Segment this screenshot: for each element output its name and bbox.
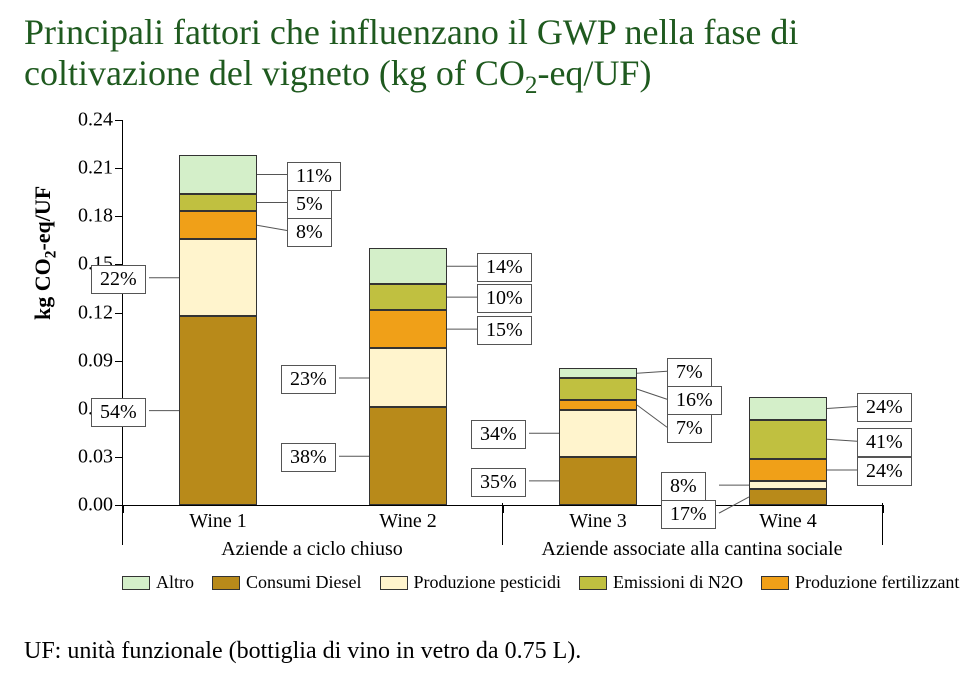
bar-segment-pesticidi	[559, 410, 637, 457]
callout-label: 35%	[471, 468, 526, 497]
bar-segment-diesel	[749, 489, 827, 505]
legend-swatch	[579, 576, 607, 590]
footnote: UF: unità funzionale (bottiglia di vino …	[24, 638, 581, 665]
callout-label: 11%	[287, 162, 341, 191]
callout-label: 41%	[857, 428, 912, 457]
callout-label: 16%	[667, 386, 722, 415]
plot-area: 0.000.030.060.090.120.150.180.210.24Wine…	[122, 120, 883, 506]
callout-label: 24%	[857, 393, 912, 422]
x-category-label: Wine 2	[379, 510, 437, 533]
y-tick-label: 0.03	[73, 445, 113, 468]
callout-label: 34%	[471, 420, 526, 449]
bar-segment-fertilizzanti	[179, 211, 257, 239]
bar-segment-fertilizzanti	[749, 459, 827, 482]
callout-label: 54%	[91, 398, 146, 427]
bar-segment-pesticidi	[369, 348, 447, 407]
callout-label: 5%	[287, 190, 332, 219]
callout-label: 8%	[287, 218, 332, 247]
bar-segment-n2o	[179, 194, 257, 211]
bar	[749, 410, 827, 505]
bar-segment-altro	[559, 368, 637, 378]
bar-segment-altro	[749, 397, 827, 420]
bar-segment-diesel	[369, 407, 447, 505]
y-tick-label: 0.18	[73, 205, 113, 228]
bar-segment-diesel	[559, 457, 637, 505]
chart: kg CO2-eq/UF 0.000.030.060.090.120.150.1…	[60, 120, 890, 600]
bar-segment-pesticidi	[179, 239, 257, 316]
group-label: Aziende a ciclo chiuso	[221, 538, 403, 561]
bar-segment-fertilizzanti	[369, 310, 447, 349]
bar-segment-n2o	[559, 378, 637, 400]
callout-label: 17%	[661, 500, 716, 529]
legend-label: Consumi Diesel	[246, 572, 362, 593]
callout-label: 15%	[477, 316, 532, 345]
bar	[179, 155, 257, 505]
slide: Principali fattori che influenzano il GW…	[0, 0, 960, 687]
legend-label: Produzione pesticidi	[414, 572, 561, 593]
y-axis-label: kg CO2-eq/UF	[30, 186, 60, 320]
callout-label: 22%	[91, 265, 146, 294]
callout-label: 7%	[667, 414, 712, 443]
legend-item: Emissioni di N2O	[579, 572, 743, 593]
bar-segment-n2o	[749, 420, 827, 459]
slide-title: Principali fattori che influenzano il GW…	[24, 12, 936, 102]
bar	[559, 367, 637, 505]
x-category-label: Wine 1	[189, 510, 247, 533]
legend-label: Produzione fertilizzanti	[795, 572, 960, 593]
bar-segment-altro	[369, 248, 447, 284]
group-row: Aziende a ciclo chiuso Aziende associate …	[122, 538, 882, 566]
callout-label: 23%	[281, 365, 336, 394]
legend-label: Emissioni di N2O	[613, 572, 743, 593]
legend-item: Consumi Diesel	[212, 572, 362, 593]
legend: Altro Consumi Diesel Produzione pesticidi E…	[122, 572, 882, 593]
group-label: Aziende associate alla cantina sociale	[542, 538, 843, 561]
legend-swatch	[380, 576, 408, 590]
y-tick-label: 0.00	[73, 494, 113, 517]
bar	[369, 248, 447, 505]
bar-segment-diesel	[179, 316, 257, 505]
legend-swatch	[212, 576, 240, 590]
legend-item: Produzione fertilizzanti	[761, 572, 960, 593]
callout-label: 10%	[477, 284, 532, 313]
y-tick-label: 0.24	[73, 109, 113, 132]
bar-segment-altro	[179, 155, 257, 193]
legend-item: Altro	[122, 572, 194, 593]
x-category-label: Wine 4	[759, 510, 817, 533]
bar-segment-n2o	[369, 284, 447, 310]
legend-label: Altro	[156, 572, 194, 593]
legend-swatch	[761, 576, 789, 590]
callout-label: 14%	[477, 253, 532, 282]
bar-segment-pesticidi	[749, 481, 827, 489]
legend-swatch	[122, 576, 150, 590]
callout-label: 7%	[667, 358, 712, 387]
legend-item: Produzione pesticidi	[380, 572, 561, 593]
x-category-label: Wine 3	[569, 510, 627, 533]
callout-label: 8%	[661, 472, 706, 501]
callout-label: 24%	[857, 457, 912, 486]
y-tick-label: 0.21	[73, 157, 113, 180]
bar-segment-fertilizzanti	[559, 400, 637, 410]
callout-label: 38%	[281, 443, 336, 472]
y-tick-label: 0.12	[73, 301, 113, 324]
y-tick-label: 0.09	[73, 349, 113, 372]
